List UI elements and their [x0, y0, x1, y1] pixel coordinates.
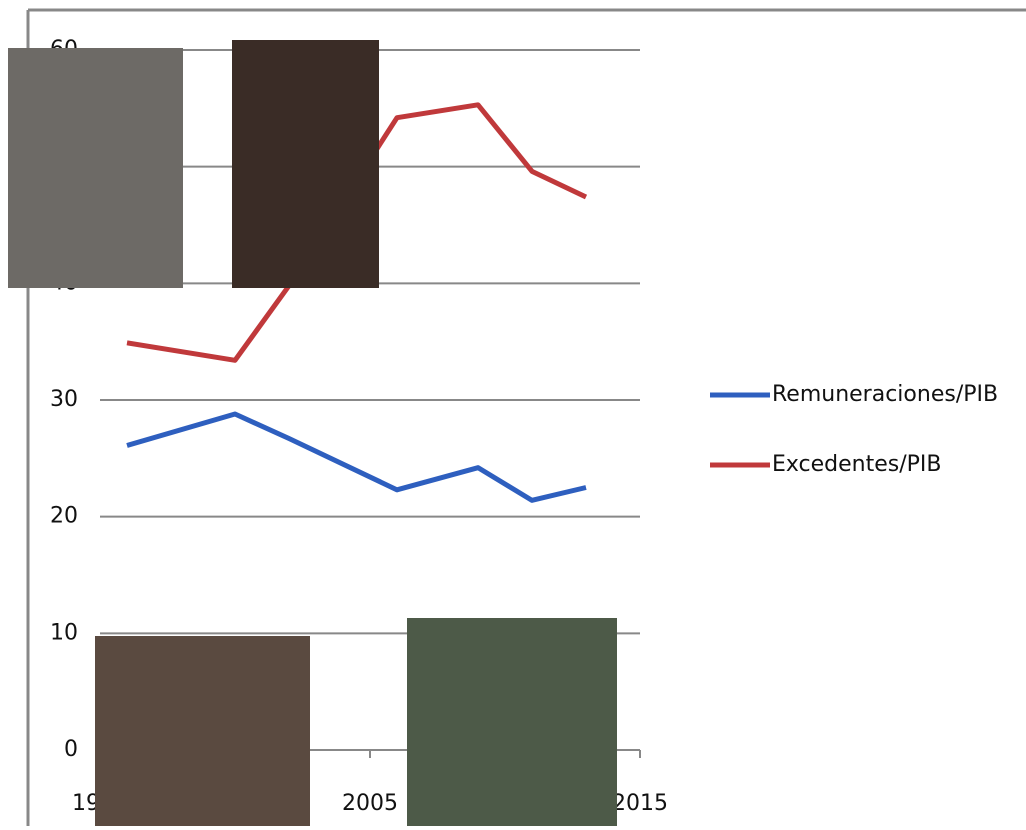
y-tick-label: 20: [50, 504, 78, 529]
photos: [8, 40, 617, 826]
x-tick-label: 2005: [342, 791, 398, 816]
legend-label: Remuneraciones/PIB: [772, 382, 998, 407]
y-tick-label: 30: [50, 387, 78, 412]
series-line: [126, 411, 587, 503]
photo: [232, 40, 379, 288]
y-tick-label: 10: [50, 620, 78, 645]
legend-label: Excedentes/PIB: [772, 452, 942, 477]
series-line: [126, 102, 588, 363]
x-tick-label: 2015: [612, 791, 668, 816]
photo: [8, 48, 183, 288]
photo: [407, 618, 617, 826]
photo: [95, 636, 310, 826]
y-tick-label: 0: [64, 737, 78, 762]
